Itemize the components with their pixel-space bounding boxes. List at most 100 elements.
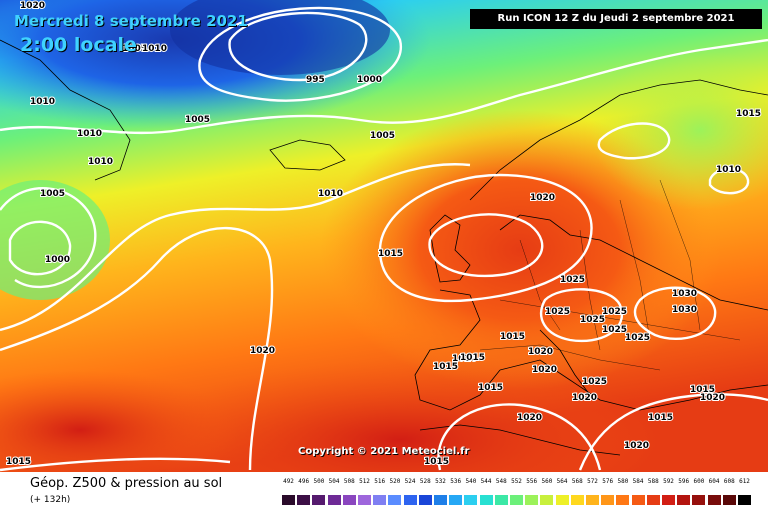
scale-swatch <box>570 495 584 505</box>
scale-swatch <box>327 495 341 505</box>
copyright-text: Copyright © 2021 Meteociel.fr <box>298 446 470 457</box>
scale-label: 588 <box>647 478 659 485</box>
british-isles-coast <box>429 214 471 283</box>
scale-label: 580 <box>617 478 629 485</box>
scale-label: 556 <box>526 478 538 485</box>
scale-label: 492 <box>283 478 294 485</box>
scale-label: 512 <box>359 478 370 485</box>
isobar-label: 1030 <box>672 305 697 315</box>
scale-swatch <box>479 495 493 505</box>
scale-label: 528 <box>419 478 431 485</box>
scale-swatch <box>418 495 432 505</box>
forecast-time: 2:00 locale <box>20 34 137 56</box>
scale-swatch <box>449 495 463 505</box>
scale-swatch <box>662 495 675 505</box>
isobar-1015-southeast <box>578 393 768 471</box>
saharan-ridge <box>140 360 660 472</box>
isobar-1015-south <box>437 403 602 471</box>
atlantic-low <box>0 180 110 300</box>
scale-label: 532 <box>435 478 446 485</box>
isobar-label: 1010 <box>318 189 343 199</box>
isobar-1010-northeast <box>708 167 750 195</box>
scale-swatch <box>525 495 539 505</box>
scale-swatch <box>388 495 402 505</box>
isobar-label: 1000 <box>357 75 382 85</box>
scale-swatch <box>434 495 447 505</box>
isobar-label: 1020 <box>250 346 275 356</box>
scale-label: 604 <box>708 478 720 485</box>
scale-swatch <box>464 495 478 505</box>
isobar-labels: 1020 1010 1005 1010 995 1000 1010 1005 1010 1005 1… <box>5 0 762 468</box>
isobar-label: 1015 <box>648 413 673 423</box>
isobar-label: 1025 <box>545 307 570 317</box>
isobar-label: 1005 <box>370 131 395 141</box>
isobar-1025-alps <box>540 288 624 343</box>
isobar-1000-west <box>8 220 72 276</box>
scale-label: 536 <box>450 478 462 485</box>
isobar-1000-north <box>198 6 403 102</box>
scale-swatch <box>540 495 554 505</box>
forecast-date: Mercredi 8 septembre 2021 <box>14 12 248 30</box>
scale-swatch <box>358 495 371 505</box>
scale-label: 560 <box>541 478 553 485</box>
scale-swatch <box>692 495 706 505</box>
scale-label: 508 <box>343 478 355 485</box>
isobar-label: 1015 <box>500 332 525 342</box>
border-f <box>479 344 661 371</box>
scale-label: 504 <box>328 478 340 485</box>
isobar-1010-west <box>0 163 471 332</box>
isobar-label: 1020 <box>528 347 553 357</box>
isobar-label: 1025 <box>580 315 605 325</box>
scale-label: 576 <box>602 478 614 485</box>
mediterranean-coast <box>499 359 768 411</box>
isobar-label: 1015 <box>424 457 449 467</box>
scale-swatch <box>282 495 295 505</box>
atlantic-ridge <box>0 370 240 472</box>
scale-label: 552 <box>511 478 522 485</box>
isobar-label: 1020 <box>624 441 649 451</box>
isobar-1015-scandinavia <box>597 122 671 160</box>
scale-swatch <box>586 495 599 505</box>
isobar-label: 1010 <box>77 129 102 139</box>
scale-label: 496 <box>298 478 310 485</box>
scale-swatch <box>646 495 660 505</box>
scale-swatch <box>312 495 326 505</box>
isobar-1030-east <box>633 286 717 340</box>
scale-swatch <box>631 495 645 505</box>
scale-swatch <box>601 495 615 505</box>
scale-label: 548 <box>495 478 507 485</box>
isobar-label: 995 <box>306 75 325 85</box>
scale-swatch <box>494 495 508 505</box>
lead-time: (+ 132h) <box>30 495 71 505</box>
isobar-label: 1010 <box>88 157 113 167</box>
scale-swatch <box>555 495 569 505</box>
isobar-label: 1025 <box>560 275 585 285</box>
legend-footer: Géop. Z500 & pression au sol (+ 132h) 49… <box>0 472 768 512</box>
scale-swatch <box>403 495 417 505</box>
isobar-label: 1010 <box>716 165 741 175</box>
iceland-coast <box>269 139 346 171</box>
isobar-label: 1015 <box>6 457 31 467</box>
scale-label: 544 <box>480 478 492 485</box>
baltic-coast <box>499 214 768 311</box>
color-scale: 492 496 500 504 508 512 516 520 524 528 532 536 540 5… <box>282 478 752 508</box>
model-run-info: Run ICON 12 Z du Jeudi 2 septembre 2021 <box>470 9 762 29</box>
isobar-label: 1025 <box>602 325 627 335</box>
scale-swatch <box>373 495 387 505</box>
isobar-label: 1030 <box>672 289 697 299</box>
scale-label: 564 <box>556 478 568 485</box>
border-a <box>519 239 561 331</box>
isobar-label: 1005 <box>185 115 210 125</box>
isobar-label: 1025 <box>625 333 650 343</box>
scale-swatch <box>707 495 721 505</box>
isobar-label: 1000 <box>45 255 70 265</box>
isobar-label: 1015 <box>690 385 715 395</box>
scale-label: 568 <box>571 478 583 485</box>
isobar-label: 1015 <box>460 353 485 363</box>
forecast-map: 1020 1010 1005 1010 995 1000 1010 1005 1010 1005 1… <box>0 0 768 472</box>
isobar-label: 1020 <box>20 1 45 11</box>
isobar-label: 1005 <box>122 44 147 54</box>
scale-swatch <box>677 495 691 505</box>
isobar-label: 1020 <box>572 393 597 403</box>
